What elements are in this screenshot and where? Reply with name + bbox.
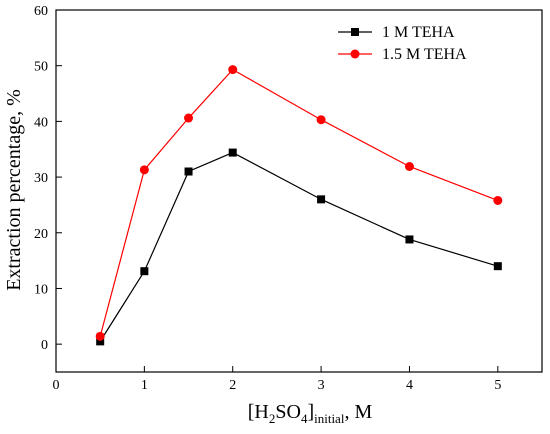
y-axis-title: Extraction percentage, % (3, 89, 25, 291)
data-point (184, 167, 193, 176)
data-point (139, 165, 149, 175)
data-point (228, 65, 238, 75)
data-point (140, 267, 149, 276)
legend-item-2: 1.5 M TEHA (338, 46, 467, 63)
legend-label: 1 M TEHA (382, 24, 455, 41)
x-axis-title: [H2SO4]initial, M (248, 401, 373, 426)
data-point (316, 115, 326, 125)
data-point (405, 235, 414, 244)
series-1 (96, 148, 502, 346)
x-tick-label: 0 (53, 378, 60, 393)
x-ticks: 0 1 2 3 4 5 (53, 366, 501, 393)
legend-marker (350, 49, 360, 59)
x-tick-label: 1 (141, 378, 148, 393)
legend: 1 M TEHA 1.5 M TEHA (338, 24, 467, 63)
data-point (317, 195, 326, 204)
legend-marker (351, 28, 359, 36)
plot-frame (55, 9, 543, 373)
y-tick-label: 40 (34, 115, 48, 130)
x-tick-label: 4 (406, 378, 413, 393)
y-ticks: 0 10 20 30 40 50 60 (34, 4, 62, 353)
y-tick-label: 0 (41, 338, 48, 353)
y-tick-label: 60 (34, 4, 48, 19)
y-tick-label: 20 (34, 227, 48, 242)
y-tick-label: 10 (34, 282, 48, 297)
data-point (493, 262, 502, 271)
data-point (95, 331, 105, 341)
legend-label: 1.5 M TEHA (382, 46, 467, 63)
y-tick-label: 30 (34, 171, 48, 186)
series-2 (95, 65, 503, 341)
data-point (184, 113, 194, 123)
x-tick-label: 3 (318, 378, 325, 393)
series-line (99, 151, 498, 342)
data-point (96, 337, 105, 346)
x-tick-label: 2 (229, 378, 236, 393)
y-tick-label: 50 (34, 60, 48, 75)
x-tick-label: 5 (494, 378, 501, 393)
series-line (99, 68, 499, 337)
legend-item-1: 1 M TEHA (338, 24, 455, 41)
series-layer (95, 65, 503, 346)
data-point (404, 161, 414, 171)
data-point (493, 195, 503, 205)
data-point (228, 148, 237, 157)
